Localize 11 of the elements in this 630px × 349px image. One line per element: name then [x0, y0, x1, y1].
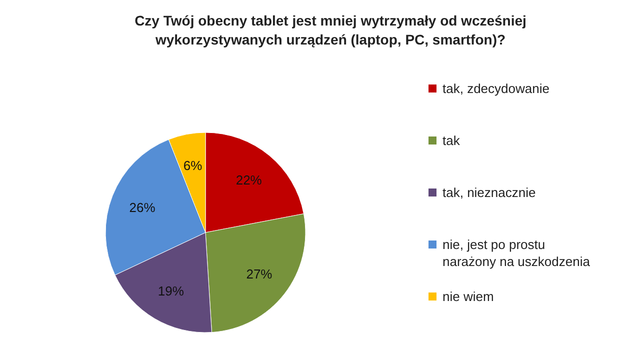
legend-label: tak, nieznacznie — [442, 185, 536, 200]
legend-label: tak — [442, 133, 460, 148]
data-label: 27% — [246, 266, 273, 282]
legend-label: tak, zdecydowanie — [442, 81, 550, 96]
data-label: 19% — [158, 284, 184, 299]
legend-label: nie, jest po prostu narażony na uszkodzenia — [442, 237, 591, 269]
data-label: 6% — [183, 158, 203, 174]
data-label: 22% — [236, 172, 262, 188]
data-label: 26% — [129, 200, 156, 215]
chart-title: Czy Twój obecny tablet jest mniej wytrzymały od wcześniej wykorzystywanych urządzeń (laptop, PC, smartfon)? — [134, 12, 526, 48]
legend-label: nie wiem — [442, 289, 494, 304]
